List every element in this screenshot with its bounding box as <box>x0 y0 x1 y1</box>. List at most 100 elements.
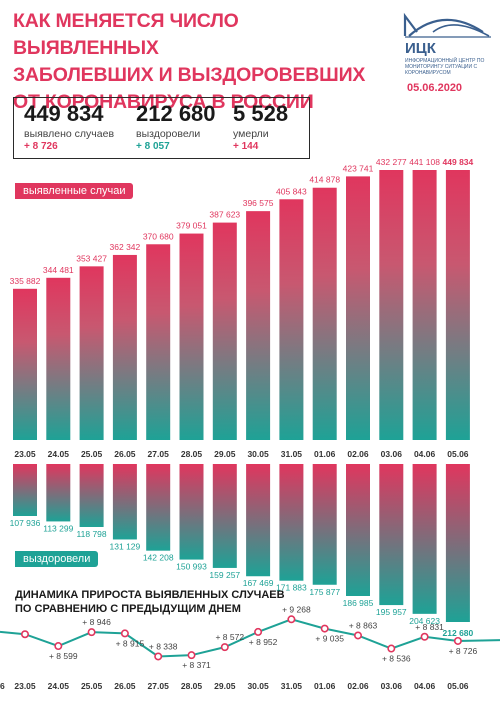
dynamics-title-line: ДИНАМИКА ПРИРОСТА ВЫЯВЛЕННЫХ СЛУЧАЕВ <box>15 589 285 601</box>
growth-point <box>287 615 296 624</box>
cases-bar-label: 441 108 <box>409 157 440 167</box>
cases-bar <box>346 176 370 441</box>
recovered-bar <box>212 464 237 568</box>
x-tick-label: 27.05 <box>148 449 170 459</box>
growth-point-label: + 8 831 <box>415 622 444 632</box>
cases-bar-label: 335 882 <box>10 276 41 286</box>
recovered-bar-label: 212 680 <box>443 628 474 638</box>
recovered-bar-label: 150 993 <box>176 562 207 572</box>
growth-line: 23.05 + 8 599 24.05 + 8 946 25.05 + 8 915 26.0… <box>0 604 500 691</box>
growth-point-label: + 9 268 <box>282 604 311 614</box>
stat-deaths-value: 5 528 <box>233 101 289 126</box>
cases-bar <box>79 266 104 440</box>
dynamics-title: ДИНАМИКА ПРИРОСТА ВЫЯВЛЕННЫХ СЛУЧАЕВ ПО … <box>15 588 335 616</box>
x-tick-label: 03.06 <box>381 449 403 459</box>
cases-legend-tag: выявленные случаи <box>15 183 134 199</box>
cases-bar <box>13 288 37 440</box>
x-tick-label: 02.06 <box>347 449 369 459</box>
growth-point-label: + 8 536 <box>382 654 411 664</box>
stat-recovered-value: 212 680 <box>136 101 216 126</box>
report-date: 05.06.2020 <box>407 82 463 94</box>
recovered-bar-label: 175 877 <box>309 587 340 597</box>
logo-abbr: ИЦК <box>405 40 436 57</box>
growth-point <box>120 629 129 638</box>
axis-prefix-label: 6 <box>0 681 5 691</box>
growth-point <box>154 652 163 661</box>
cases-bar-label: 449 834 <box>443 157 474 167</box>
cases-bars: 335 882 23.05 344 481 24.05 353 427 25.05 362 … <box>10 157 474 459</box>
cases-bar-label: 387 623 <box>209 210 240 220</box>
growth-point <box>420 632 429 641</box>
recovered-bar <box>312 464 337 585</box>
cases-bar-label: 396 575 <box>243 198 274 208</box>
recovered-bar-label: 195 957 <box>376 607 407 617</box>
x-tick-label: 01.06 <box>314 449 336 459</box>
recovered-bar <box>146 464 171 551</box>
recovered-bar-label: 204 623 <box>409 616 440 626</box>
x-tick-label: 26.05 <box>114 681 136 691</box>
growth-point <box>187 651 196 660</box>
stat-cases-value: 449 834 <box>24 101 104 126</box>
growth-point-label: + 8 371 <box>182 660 211 670</box>
x-tick-label: 23.05 <box>14 449 36 459</box>
cases-bar <box>379 170 404 440</box>
x-tick-label: 03.06 <box>381 681 403 691</box>
recovered-bar-label: 118 798 <box>77 529 107 539</box>
recovered-bar <box>346 464 370 596</box>
cases-bar <box>212 222 237 440</box>
cases-bar-label: 379 051 <box>176 221 207 231</box>
growth-point <box>387 644 396 653</box>
recovered-bar <box>379 464 404 606</box>
growth-series-line <box>0 618 500 658</box>
growth-point <box>54 642 63 651</box>
cases-bar <box>146 244 171 440</box>
recovered-bar <box>412 464 437 614</box>
growth-point-label: + 8 726 <box>449 646 478 656</box>
stat-cases-delta: + 8 726 <box>24 141 58 152</box>
logo-icon <box>403 12 491 38</box>
cases-bar <box>179 233 204 440</box>
growth-point <box>20 630 29 639</box>
growth-point-label: + 8 338 <box>149 641 178 651</box>
summary-box: 449 834 выявлено случаев + 8 726 212 680… <box>13 97 310 159</box>
x-tick-label: 26.05 <box>114 449 136 459</box>
recovered-bar <box>13 464 37 516</box>
logo-description: ИНФОРМАЦИОННЫЙ ЦЕНТР ПО МОНИТОРИНГУ СИТУ… <box>405 58 485 76</box>
recovered-bar-label: 107 936 <box>10 518 41 528</box>
growth-point <box>220 643 229 652</box>
stat-deaths-delta: + 144 <box>233 141 259 152</box>
x-tick-label: 05.06 <box>447 449 469 459</box>
x-tick-label: 04.06 <box>414 681 436 691</box>
x-tick-label: 30.05 <box>247 681 269 691</box>
title-line: ОТ КОРОНАВИРУСА В РОССИИ <box>13 91 314 113</box>
recovered-bar-label: 159 257 <box>209 570 240 580</box>
cases-bar <box>312 187 337 440</box>
recovered-bar <box>112 464 137 540</box>
x-tick-label: 24.05 <box>48 681 70 691</box>
growth-point <box>453 636 462 645</box>
x-tick-label: 31.05 <box>281 449 303 459</box>
title-line: КАК МЕНЯЕТСЯ ЧИСЛО ВЫЯВЛЕННЫХ <box>13 10 239 59</box>
recovered-bar <box>445 464 470 622</box>
growth-point-label: + 8 946 <box>82 617 111 627</box>
x-tick-label: 29.05 <box>214 681 236 691</box>
cases-bar <box>46 277 71 440</box>
cases-bar-label: 405 843 <box>276 186 307 196</box>
recovered-bar-label: 131 129 <box>110 541 141 551</box>
stat-deaths: 5 528 умерли + 144 <box>233 102 288 153</box>
cases-bar-label: 370 680 <box>143 231 174 241</box>
page-title: КАК МЕНЯЕТСЯ ЧИСЛО ВЫЯВЛЕННЫХ ЗАБОЛЕВШИХ… <box>13 8 373 116</box>
x-tick-label: 28.05 <box>181 449 203 459</box>
stat-recovered-label: выздоровели <box>136 128 201 140</box>
cases-bar-label: 432 277 <box>376 157 407 167</box>
x-tick-label: 23.05 <box>14 681 36 691</box>
x-tick-label: 24.05 <box>48 449 70 459</box>
x-tick-label: 25.05 <box>81 449 103 459</box>
growth-point-label: + 8 863 <box>349 620 378 630</box>
cases-bar <box>412 170 437 440</box>
stat-cases-label: выявлено случаев <box>24 128 115 140</box>
stat-cases: 449 834 выявлено случаев + 8 726 <box>24 102 114 153</box>
cases-bar-label: 353 427 <box>76 253 107 263</box>
